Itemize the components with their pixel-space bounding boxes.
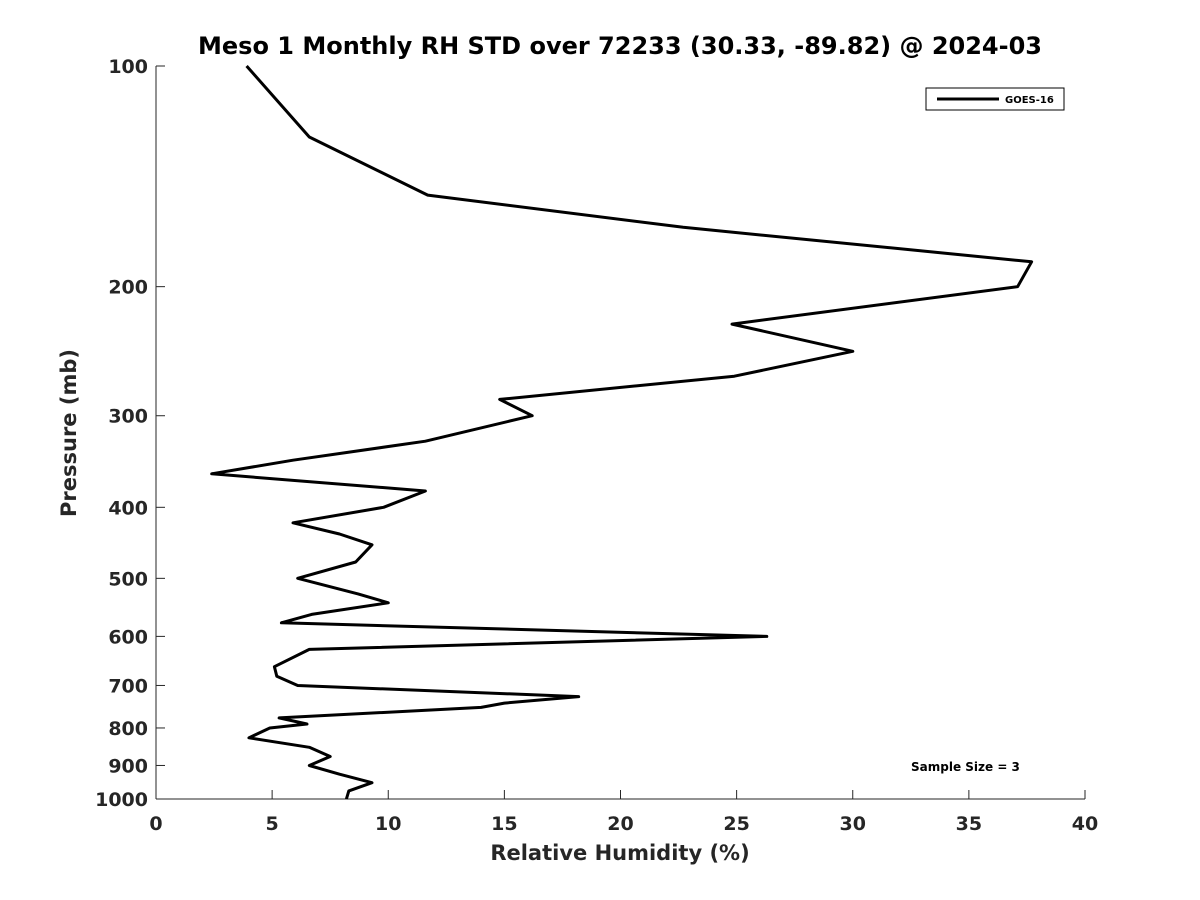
x-tick-label: 10 (375, 813, 401, 835)
x-tick-label: 30 (840, 813, 866, 835)
x-axis-label: Relative Humidity (%) (490, 841, 749, 865)
legend-entry-goes-16: GOES-16 (1005, 95, 1054, 106)
y-tick-label: 400 (108, 497, 148, 519)
y-tick-label: 900 (108, 755, 148, 777)
x-tick-label: 0 (149, 813, 162, 835)
x-tick-label: 20 (607, 813, 633, 835)
y-axis: 100 200 300 400 500 600 700 800 900 1000 (95, 56, 165, 811)
y-tick-label: 1000 (95, 789, 148, 811)
x-tick-label: 35 (956, 813, 982, 835)
x-tick-label: 40 (1072, 813, 1098, 835)
y-tick-label: 200 (108, 277, 148, 299)
y-tick-label: 300 (108, 406, 148, 428)
series-layer (210, 65, 1034, 800)
legend: GOES-16 (925, 87, 1065, 111)
x-tick-label: 5 (266, 813, 279, 835)
series-line-goes-16 (210, 65, 1034, 800)
chart-title: Meso 1 Monthly RH STD over 72233 (30.33,… (198, 32, 1042, 60)
y-tick-label: 600 (108, 626, 148, 648)
y-tick-label: 700 (108, 675, 148, 697)
y-axis-label: Pressure (mb) (57, 349, 81, 517)
y-tick-label: 100 (108, 56, 148, 78)
x-tick-label: 15 (491, 813, 517, 835)
y-tick-label: 800 (108, 718, 148, 740)
sample-size-annotation: Sample Size = 3 (911, 760, 1020, 774)
y-tick-label: 500 (108, 568, 148, 590)
plot-area (155, 66, 1085, 800)
x-axis: 0 5 10 15 20 25 30 35 40 (149, 790, 1098, 835)
x-tick-label: 25 (723, 813, 749, 835)
